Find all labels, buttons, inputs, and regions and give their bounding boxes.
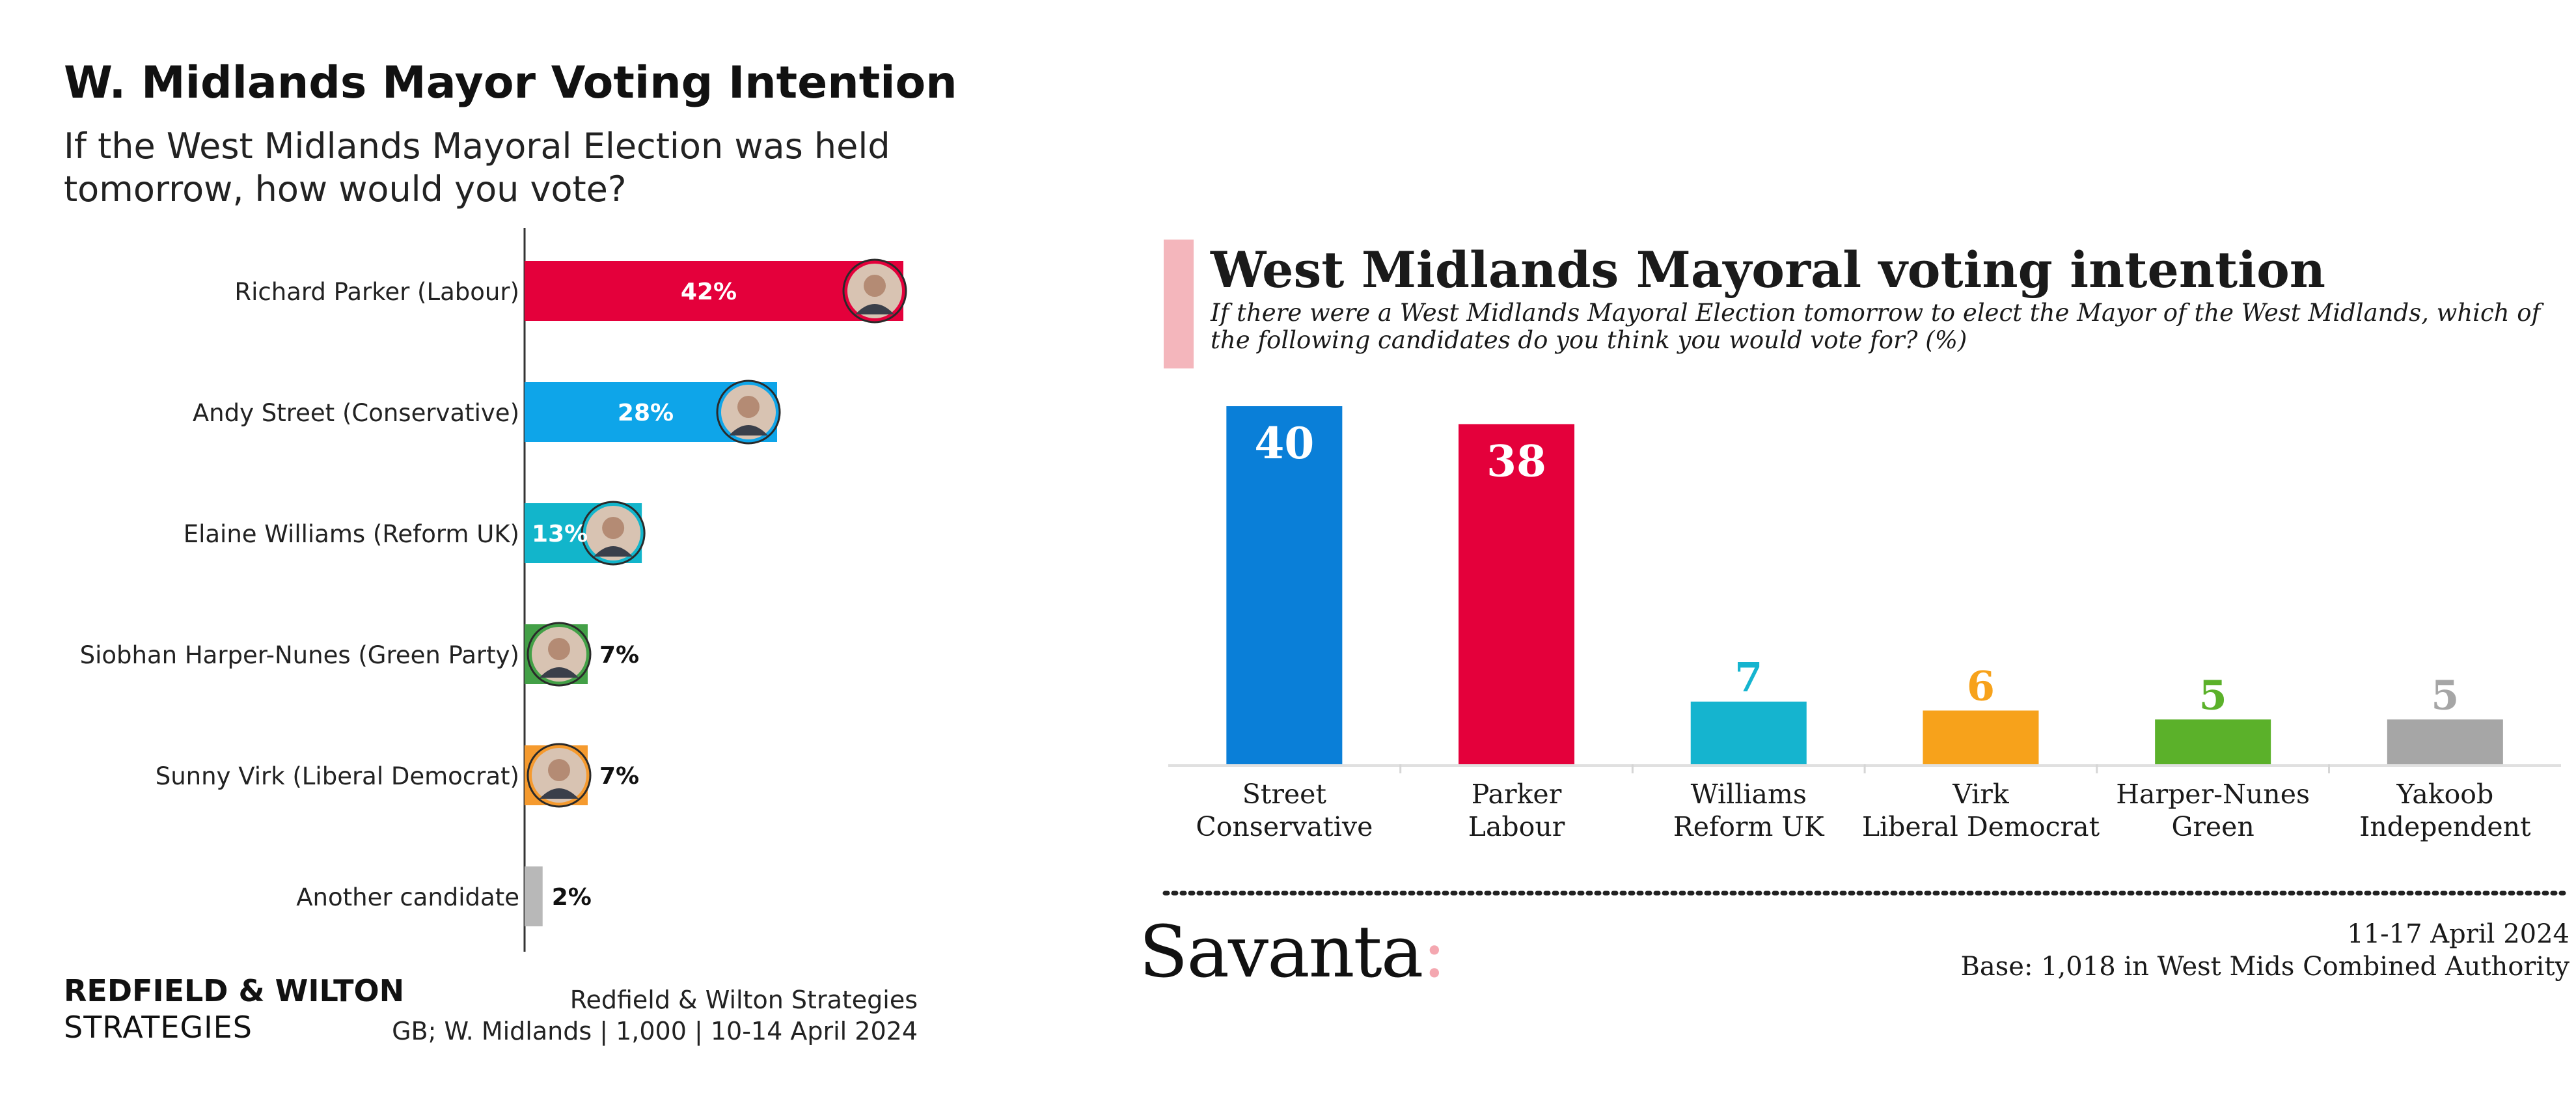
bar-row: Richard Parker (Labour) 42% — [234, 258, 907, 324]
category-label: Elaine Williams (Reform UK) — [184, 520, 519, 548]
value-label: 13% — [532, 521, 588, 547]
bar-row: Another candidate 2% — [296, 866, 592, 926]
category-label: Street — [1242, 779, 1327, 810]
value-label: 7% — [599, 763, 639, 790]
savanta-logo: Savanta: — [1139, 910, 1446, 993]
avatar-icon — [842, 258, 907, 324]
avatar-icon — [527, 622, 592, 687]
category-label: Yakoob — [2396, 779, 2493, 810]
category-label: Harper-Nunes — [2116, 779, 2310, 810]
bar — [1923, 710, 2039, 764]
avatar-icon — [527, 743, 592, 808]
right-source-note: 11-17 April 2024 Base: 1,018 in West Mid… — [1961, 918, 2570, 983]
value-label: 28% — [618, 400, 674, 426]
category-label: Conservative — [1196, 811, 1373, 842]
sample-base: Base: 1,018 in West Mids Combined Author… — [1960, 952, 2570, 982]
left-chart-title: W. Midlands Mayor Voting Intention — [64, 57, 957, 109]
value-label: 5 — [2431, 671, 2459, 719]
source-line-1: Redfield & Wilton Strategies — [569, 986, 918, 1014]
left-chart-subtitle: If the West Midlands Mayoral Election wa… — [64, 126, 890, 210]
category-label: Williams — [1691, 779, 1807, 810]
bar-row: Siobhan Harper-Nunes (Green Party) 7% — [80, 622, 639, 687]
brand-line-1: REDFIELD & WILTON — [64, 973, 405, 1008]
category-label: Sunny Virk (Liberal Democrat) — [156, 762, 519, 790]
bar — [2387, 719, 2503, 764]
dotted-divider — [1162, 891, 2567, 896]
redfield-wilton-logo: REDFIELD & WILTON STRATEGIES — [64, 973, 404, 1045]
category-label: Independent — [2359, 811, 2531, 842]
bar — [1226, 406, 1343, 764]
category-label: Another candidate — [296, 883, 519, 911]
bar — [1690, 701, 1807, 764]
value-label: 6 — [1967, 663, 1995, 710]
avatar-icon — [716, 380, 781, 445]
savanta-panel: West Midlands Mayoral voting intention I… — [1106, 0, 2576, 1106]
logo-colon: : — [1422, 910, 1446, 993]
right-chart-title: West Midlands Mayoral voting intention — [1211, 241, 2326, 299]
title-accent-bar — [1164, 240, 1194, 368]
bar — [2155, 719, 2271, 764]
bar — [525, 261, 903, 321]
category-label: Liberal Democrat — [1862, 811, 2100, 842]
bar-row: Elaine Williams (Reform UK) 13% — [184, 501, 646, 566]
category-label: Reform UK — [1673, 811, 1825, 842]
bar — [525, 866, 543, 926]
redfield-wilton-panel: W. Midlands Mayor Voting Intention If th… — [0, 0, 957, 1106]
bar-row: Sunny Virk (Liberal Democrat) 7% — [156, 743, 639, 808]
category-label: Labour — [1468, 811, 1565, 842]
category-label: Virk — [1952, 779, 2010, 810]
category-label: Siobhan Harper-Nunes (Green Party) — [80, 641, 519, 669]
category-label: Richard Parker (Labour) — [234, 278, 519, 306]
logo-word: Savanta — [1139, 910, 1423, 993]
value-label: 2% — [552, 884, 592, 911]
right-chart-subtitle: If there were a West Midlands Mayoral El… — [1211, 299, 2541, 354]
source-line-2: GB; W. Midlands | 1,000 | 10-14 April 20… — [392, 1017, 918, 1045]
value-label: 40 — [1254, 418, 1314, 469]
value-label: 42% — [681, 279, 737, 305]
value-label: 7 — [1734, 654, 1762, 701]
avatar-icon — [581, 501, 646, 566]
value-label: 5 — [2199, 671, 2227, 719]
category-label: Green — [2172, 811, 2254, 842]
fieldwork-date: 11-17 April 2024 — [2347, 919, 2569, 949]
value-label: 7% — [599, 642, 639, 669]
category-label: Andy Street (Conservative) — [193, 399, 519, 427]
category-label: Parker — [1472, 779, 1562, 810]
value-label: 38 — [1487, 436, 1546, 487]
bar — [1459, 424, 1575, 764]
left-source-note: Redfield & Wilton Strategies GB; W. Midl… — [392, 984, 918, 1047]
left-bar-chart: Richard Parker (Labour) 42% Andy Street (C… — [80, 228, 907, 952]
bar-row: Andy Street (Conservative) 28% — [193, 380, 781, 445]
brand-line-2: STRATEGIES — [64, 1010, 253, 1045]
